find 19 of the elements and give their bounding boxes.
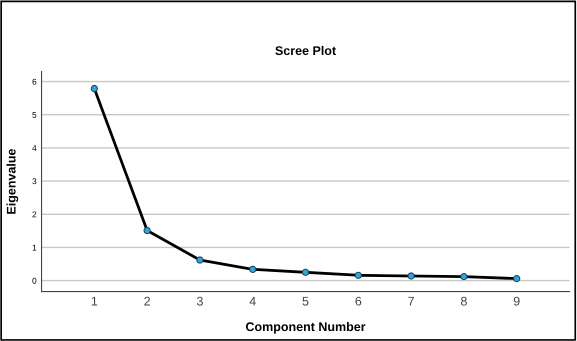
x-tick-label: 2 bbox=[144, 296, 150, 306]
y-tick-label: 2 bbox=[32, 211, 36, 218]
x-tick-label: 8 bbox=[460, 296, 467, 306]
y-tick-label: 5 bbox=[32, 112, 36, 118]
y-tick-label: 4 bbox=[32, 145, 36, 151]
x-tick-label: 4 bbox=[250, 296, 256, 306]
y-axis-title: Eigenvalue bbox=[6, 149, 18, 214]
x-tick-label: 5 bbox=[302, 296, 308, 306]
x-tick-label: 1 bbox=[92, 296, 98, 306]
y-tick-label: 0 bbox=[32, 278, 36, 284]
y-tick-label: 3 bbox=[32, 178, 36, 184]
x-tick-label: 6 bbox=[355, 296, 362, 306]
x-tick-label: 9 bbox=[514, 296, 520, 306]
x-tick-label: 3 bbox=[196, 296, 203, 306]
x-axis-title: Component Number bbox=[246, 322, 366, 334]
x-tick-label: 7 bbox=[408, 296, 414, 306]
y-tick-label: 1 bbox=[32, 244, 36, 250]
y-tick-label: 6 bbox=[32, 78, 36, 85]
chart-title: Scree Plot bbox=[275, 46, 336, 56]
